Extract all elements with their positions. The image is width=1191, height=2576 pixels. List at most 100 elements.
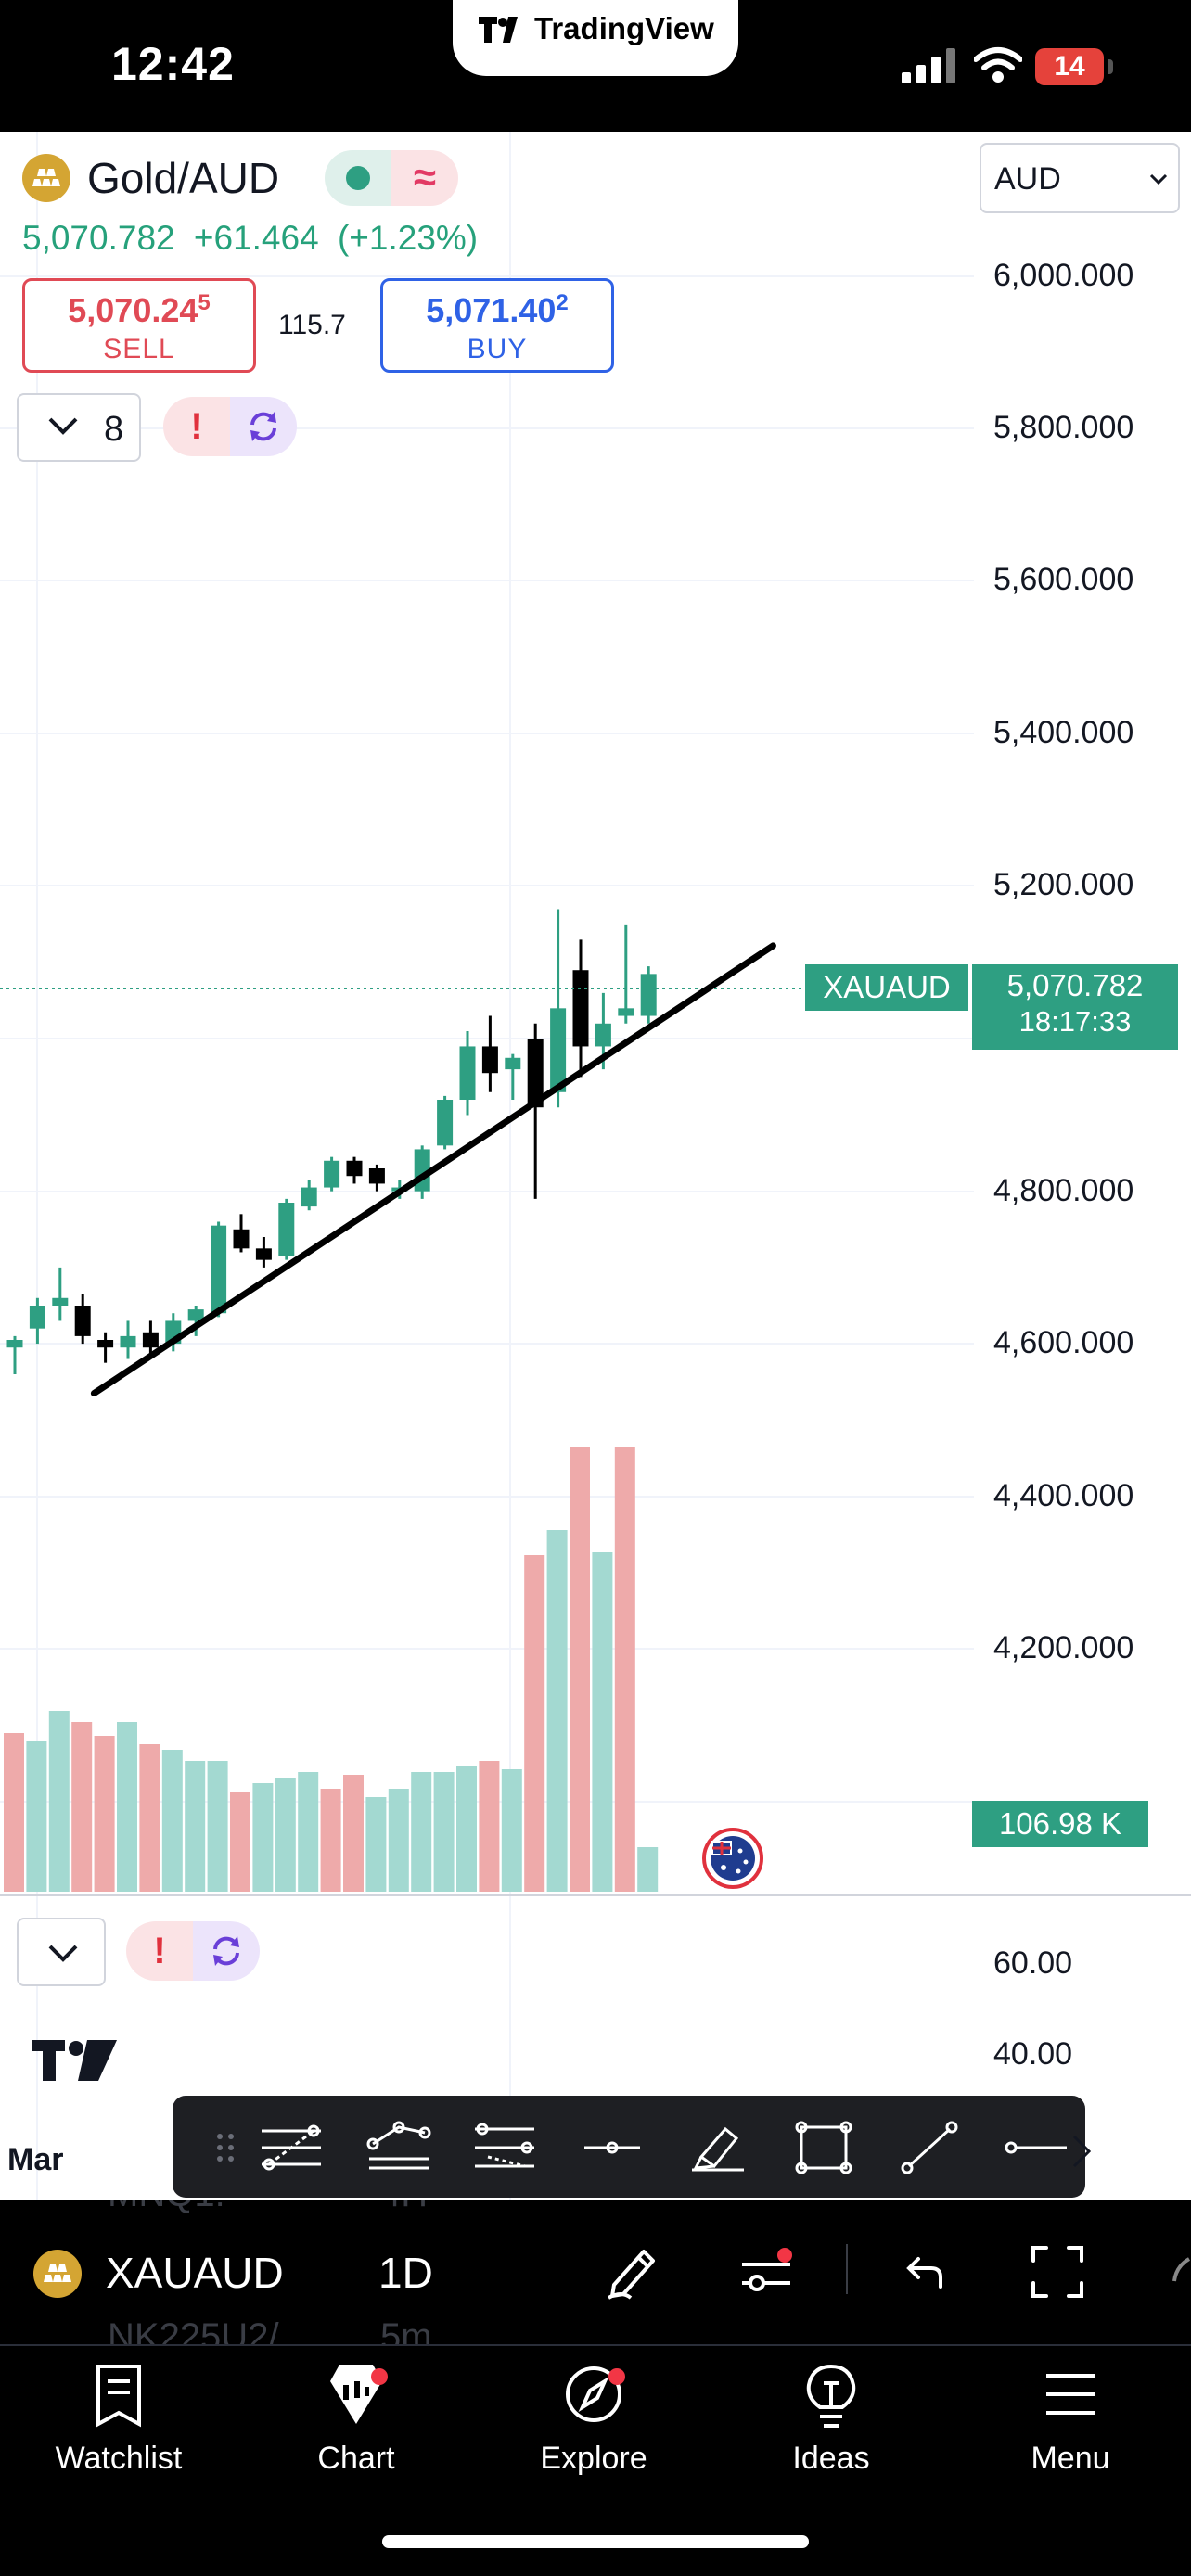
volume-bar: [230, 1792, 250, 1892]
volume-bar: [546, 1530, 568, 1892]
tab-ideas[interactable]: Ideas: [729, 2363, 933, 2483]
warning-icon: !: [126, 1921, 193, 1981]
bar-countdown: 18:17:33: [1018, 1005, 1132, 1038]
trendline: [90, 942, 776, 1397]
fullscreen-icon[interactable]: [1028, 2242, 1087, 2302]
volume-bar: [71, 1722, 93, 1892]
fib-extension-icon[interactable]: [469, 2120, 540, 2175]
refresh-icon[interactable]: [230, 397, 297, 456]
price-change: +61.464: [193, 219, 319, 257]
indicators-settings-icon[interactable]: [736, 2242, 796, 2302]
symbol-price-tag: XAUAUD: [805, 964, 968, 1011]
chevron-down-icon: [48, 1945, 78, 1962]
horizontal-line-icon[interactable]: [1000, 2120, 1070, 2175]
candle-down: [74, 1306, 91, 1336]
sub-pane-alert-pill[interactable]: !: [126, 1921, 260, 1981]
volume-bar: [570, 1447, 590, 1892]
watchlist-ghost-symbol: MNQ1!: [108, 2200, 225, 2215]
market-status-pill[interactable]: ≈: [325, 150, 458, 206]
sub-pane-toggle[interactable]: [17, 1918, 106, 1986]
chart-notification-dot: [371, 2368, 388, 2385]
pencil-icon[interactable]: [603, 2242, 662, 2302]
volume-bar: [433, 1772, 455, 1892]
indicators-toggle[interactable]: 8: [17, 393, 141, 462]
candle-down: [572, 970, 589, 1047]
drawing-toolbar: [173, 2096, 1085, 2198]
y-axis-label: 4,800.000: [993, 1173, 1134, 1208]
fib-retracement-icon[interactable]: [256, 2120, 327, 2175]
y-axis-label: 4,400.000: [993, 1478, 1134, 1513]
tab-label: Ideas: [792, 2441, 870, 2476]
buy-button[interactable]: 5,071.402 BUY: [380, 278, 614, 373]
more-icon[interactable]: [1169, 2253, 1191, 2290]
price-chart[interactable]: [0, 132, 1191, 2200]
tab-chart[interactable]: Chart: [254, 2363, 458, 2483]
compass-icon: [566, 2366, 621, 2422]
tab-menu[interactable]: Menu: [968, 2363, 1172, 2483]
signal-icon: [902, 48, 955, 83]
last-price-tag-value: 5,070.782: [1006, 968, 1144, 1002]
horizontal-ray-icon[interactable]: [577, 2120, 647, 2175]
candle-up: [211, 1225, 227, 1314]
volume-bars: [4, 1447, 659, 1892]
highlighter-icon[interactable]: [683, 2120, 753, 2175]
australia-flag-icon[interactable]: [702, 1828, 763, 1889]
watchlist-ghost-symbol: NK225U2/: [108, 2316, 279, 2344]
last-price-tag: 5,070.782 18:17:33: [972, 964, 1178, 1050]
sell-label: SELL: [103, 334, 175, 364]
sell-button[interactable]: 5,070.245 SELL: [22, 278, 256, 373]
gold-bars-icon: [22, 154, 70, 202]
symbol-search-button[interactable]: XAUAUD: [106, 2249, 284, 2297]
y-axis-label: 5,200.000: [993, 867, 1134, 902]
candle-up: [301, 1187, 317, 1207]
volume-bar: [637, 1847, 659, 1892]
currency-select[interactable]: AUD: [980, 143, 1180, 213]
delayed-data-icon: ≈: [391, 150, 458, 206]
tab-explore[interactable]: Explore: [492, 2363, 696, 2483]
chevron-right-icon[interactable]: [1067, 2133, 1095, 2170]
explore-notification-dot: [608, 2368, 625, 2385]
candle-down: [97, 1340, 114, 1348]
y-axis-label: 5,600.000: [993, 562, 1134, 597]
volume-bar: [365, 1797, 387, 1892]
volume-bar: [94, 1736, 115, 1892]
volume-bar: [275, 1778, 296, 1892]
volume-bar: [252, 1783, 274, 1892]
volume-bar: [614, 1447, 635, 1892]
symbol-name: Gold/AUD: [87, 154, 280, 202]
symbol-header[interactable]: Gold/AUD: [22, 150, 279, 206]
candle-up: [29, 1306, 45, 1329]
volume-bar: [161, 1750, 183, 1892]
indicator-alert-pill[interactable]: !: [163, 397, 297, 456]
candlesticks: [6, 909, 657, 1374]
candle-up: [278, 1203, 295, 1256]
volume-bar: [343, 1775, 364, 1892]
candle-up: [459, 1046, 476, 1100]
refresh-icon[interactable]: [193, 1921, 260, 1981]
volume-bar: [411, 1772, 432, 1892]
last-price: 5,070.782: [22, 219, 175, 257]
tab-watchlist[interactable]: Watchlist: [17, 2363, 221, 2483]
rectangle-icon[interactable]: [788, 2120, 859, 2175]
interval-button[interactable]: 1D: [378, 2249, 433, 2297]
candle-up: [6, 1340, 23, 1348]
volume-bar: [185, 1761, 206, 1892]
wifi-icon: [974, 47, 1022, 83]
trend-line-icon[interactable]: [894, 2120, 965, 2175]
drag-handle-icon[interactable]: [191, 2120, 262, 2175]
volume-bar: [320, 1789, 341, 1892]
chevron-down-icon: [48, 417, 78, 435]
candle-down: [233, 1229, 250, 1249]
undo-icon[interactable]: [896, 2248, 948, 2296]
volume-bar: [139, 1744, 160, 1892]
watchlist-icon: [96, 2365, 141, 2428]
pitchfork-icon[interactable]: [364, 2120, 434, 2175]
y-axis-label: 5,800.000: [993, 410, 1134, 445]
volume-bar: [48, 1711, 70, 1892]
candle-up: [550, 1008, 567, 1092]
tab-label: Menu: [1031, 2441, 1110, 2476]
candle-up: [437, 1100, 454, 1146]
sub-axis-label: 40.00: [993, 2036, 1073, 2072]
tradingview-pill[interactable]: TradingView: [453, 0, 738, 76]
volume-bar: [592, 1552, 613, 1892]
